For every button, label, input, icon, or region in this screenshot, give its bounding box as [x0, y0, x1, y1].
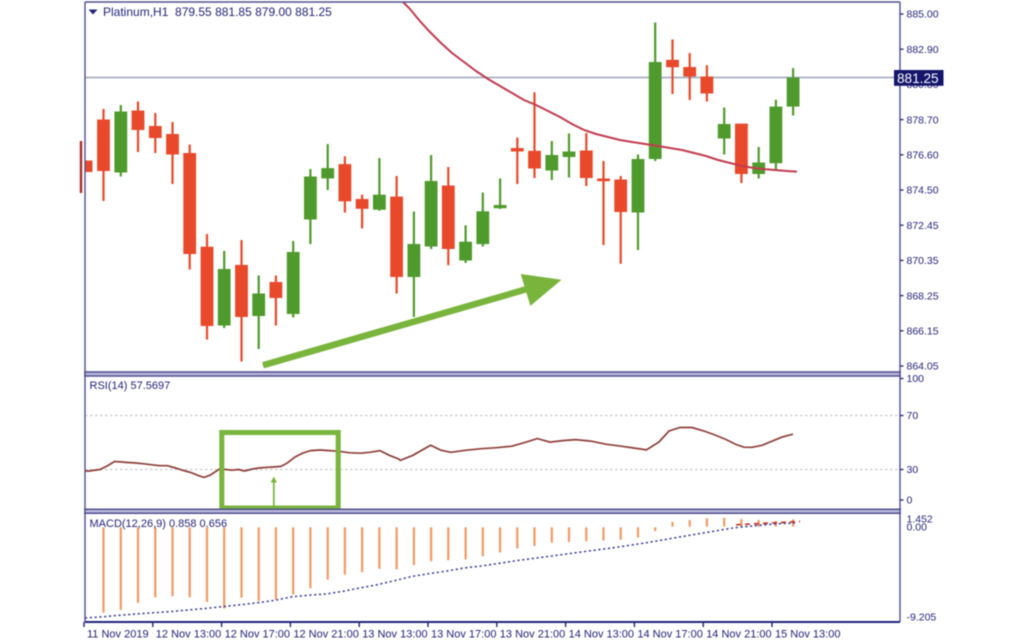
svg-text:12 Nov 21:00: 12 Nov 21:00: [293, 629, 358, 640]
svg-text:876.60: 876.60: [907, 150, 939, 162]
svg-text:11 Nov 2019: 11 Nov 2019: [87, 629, 149, 640]
svg-text:866.15: 866.15: [907, 326, 939, 338]
svg-text:13 Nov 17:00: 13 Nov 17:00: [431, 629, 496, 640]
svg-text:870.35: 870.35: [907, 255, 939, 267]
svg-text:15 Nov 13:00: 15 Nov 13:00: [775, 629, 840, 640]
svg-text:878.70: 878.70: [907, 114, 939, 126]
svg-text:100: 100: [907, 373, 925, 385]
svg-text:885.00: 885.00: [907, 9, 939, 21]
svg-text:14 Nov 13:00: 14 Nov 13:00: [569, 629, 634, 640]
svg-text:14 Nov 21:00: 14 Nov 21:00: [706, 629, 771, 640]
svg-text:13 Nov 21:00: 13 Nov 21:00: [500, 629, 565, 640]
svg-text:872.45: 872.45: [907, 220, 939, 232]
svg-text:868.25: 868.25: [907, 290, 939, 302]
svg-text:Platinum,H1 879.55 881.85 879: Platinum,H1 879.55 881.85 879.00 881.25: [103, 5, 332, 19]
svg-text:14 Nov 17:00: 14 Nov 17:00: [637, 629, 702, 640]
svg-text:70: 70: [907, 410, 919, 422]
svg-text:0: 0: [907, 495, 913, 507]
svg-text:13 Nov 13:00: 13 Nov 13:00: [362, 629, 427, 640]
svg-text:0.00: 0.00: [907, 522, 928, 534]
svg-text:12 Nov 13:00: 12 Nov 13:00: [156, 629, 221, 640]
svg-text:864.05: 864.05: [907, 361, 939, 373]
svg-text:30: 30: [907, 464, 919, 476]
svg-text:-9.205: -9.205: [907, 612, 937, 624]
svg-text:12 Nov 17:00: 12 Nov 17:00: [225, 629, 290, 640]
svg-text:1.452: 1.452: [907, 514, 933, 526]
svg-text:874.50: 874.50: [907, 185, 939, 197]
svg-text:881.25: 881.25: [897, 71, 939, 86]
svg-text:882.90: 882.90: [907, 44, 939, 56]
svg-text:MACD(12,26,9) 0.858 0.656: MACD(12,26,9) 0.858 0.656: [90, 518, 228, 530]
svg-text:RSI(14) 57.5697: RSI(14) 57.5697: [90, 380, 171, 392]
